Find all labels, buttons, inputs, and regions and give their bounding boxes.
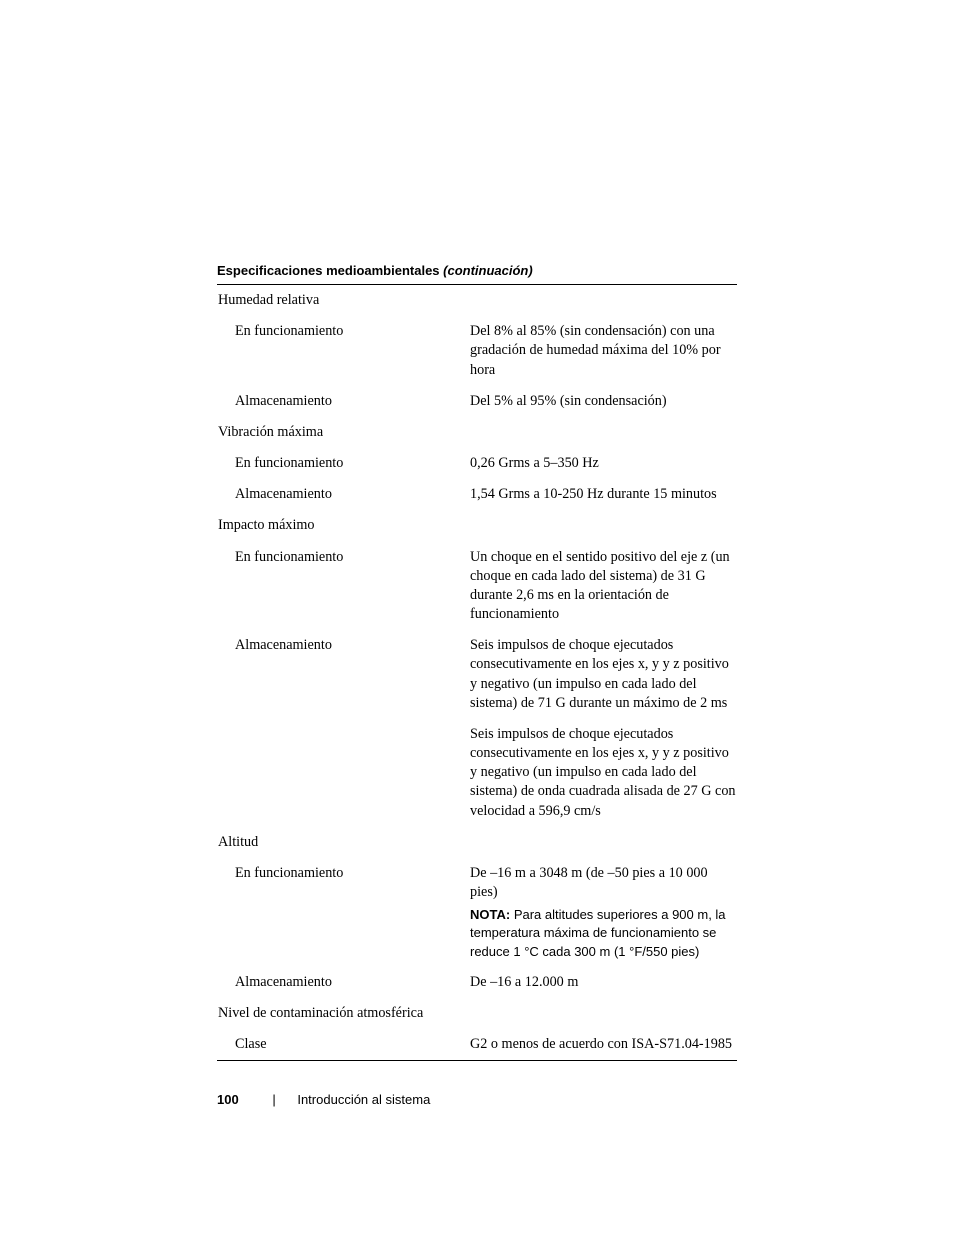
table-row: En funcionamiento0,26 Grms a 5–350 Hz [217, 448, 737, 479]
row-value-text: Seis impulsos de choque ejecutados conse… [470, 636, 736, 713]
row-value: Un choque en el sentido positivo del eje… [469, 542, 737, 631]
row-label: En funcionamiento [217, 316, 469, 386]
row-value-text: 1,54 Grms a 10-250 Hz durante 15 minutos [470, 485, 736, 504]
content-area: Especificaciones medioambientales (conti… [217, 263, 737, 1061]
row-label: Almacenamiento [217, 967, 469, 998]
row-value-text: Del 5% al 95% (sin condensación) [470, 392, 736, 411]
footer-separator: | [272, 1092, 275, 1107]
row-value: De –16 m a 3048 m (de –50 pies a 10 000 … [469, 858, 737, 967]
table-row: AlmacenamientoSeis impulsos de choque ej… [217, 630, 737, 719]
row-value-text: 0,26 Grms a 5–350 Hz [470, 454, 736, 473]
table-row: AlmacenamientoDe –16 a 12.000 m [217, 967, 737, 998]
row-value-text: Seis impulsos de choque ejecutados conse… [470, 725, 736, 821]
page-footer: 100 | Introducción al sistema [217, 1092, 430, 1107]
row-label: Clase [217, 1029, 469, 1061]
row-label: Vibración máxima [217, 417, 469, 448]
table-row: En funcionamientoDe –16 m a 3048 m (de –… [217, 858, 737, 967]
row-value: Del 8% al 85% (sin condensación) con una… [469, 316, 737, 386]
row-value-text: De –16 a 12.000 m [470, 973, 736, 992]
row-label: En funcionamiento [217, 448, 469, 479]
row-value [469, 510, 737, 541]
row-value: Seis impulsos de choque ejecutados conse… [469, 719, 737, 827]
row-value: Del 5% al 95% (sin condensación) [469, 386, 737, 417]
row-value [469, 827, 737, 858]
page-number: 100 [217, 1092, 239, 1107]
table-row: ClaseG2 o menos de acuerdo con ISA-S71.0… [217, 1029, 737, 1061]
row-value: G2 o menos de acuerdo con ISA-S71.04-198… [469, 1029, 737, 1061]
spec-table: Humedad relativaEn funcionamientoDel 8% … [217, 285, 737, 1061]
table-row: Impacto máximo [217, 510, 737, 541]
row-value-text: G2 o menos de acuerdo con ISA-S71.04-198… [470, 1035, 736, 1054]
footer-section: Introducción al sistema [297, 1092, 430, 1107]
page: Especificaciones medioambientales (conti… [0, 0, 954, 1235]
row-value [469, 417, 737, 448]
row-label: Almacenamiento [217, 386, 469, 417]
row-value-text: De –16 m a 3048 m (de –50 pies a 10 000 … [470, 864, 736, 902]
table-row: Altitud [217, 827, 737, 858]
row-value [469, 285, 737, 316]
row-value-text: Del 8% al 85% (sin condensación) con una… [470, 322, 736, 380]
row-value: De –16 a 12.000 m [469, 967, 737, 998]
row-value: 1,54 Grms a 10-250 Hz durante 15 minutos [469, 479, 737, 510]
row-label: Humedad relativa [217, 285, 469, 316]
row-label: En funcionamiento [217, 542, 469, 631]
table-row: En funcionamientoDel 8% al 85% (sin cond… [217, 316, 737, 386]
row-label: Almacenamiento [217, 630, 469, 719]
table-row: Seis impulsos de choque ejecutados conse… [217, 719, 737, 827]
table-row: Vibración máxima [217, 417, 737, 448]
row-value-text: Un choque en el sentido positivo del eje… [470, 548, 736, 625]
table-row: Nivel de contaminación atmosférica [217, 998, 737, 1029]
note-label: NOTA: [470, 907, 514, 922]
table-row: AlmacenamientoDel 5% al 95% (sin condens… [217, 386, 737, 417]
section-title-bold: Especificaciones medioambientales [217, 263, 443, 278]
table-row: Almacenamiento1,54 Grms a 10-250 Hz dura… [217, 479, 737, 510]
table-row: En funcionamientoUn choque en el sentido… [217, 542, 737, 631]
row-label: Nivel de contaminación atmosférica [217, 998, 469, 1029]
row-label: Impacto máximo [217, 510, 469, 541]
row-label: Almacenamiento [217, 479, 469, 510]
row-value: Seis impulsos de choque ejecutados conse… [469, 630, 737, 719]
table-row: Humedad relativa [217, 285, 737, 316]
section-title-italic: (continuación) [443, 263, 533, 278]
row-value [469, 998, 737, 1029]
section-title: Especificaciones medioambientales (conti… [217, 263, 737, 285]
row-label [217, 719, 469, 827]
row-label: En funcionamiento [217, 858, 469, 967]
row-label: Altitud [217, 827, 469, 858]
row-value: 0,26 Grms a 5–350 Hz [469, 448, 737, 479]
row-note: NOTA: Para altitudes superiores a 900 m,… [470, 906, 736, 961]
